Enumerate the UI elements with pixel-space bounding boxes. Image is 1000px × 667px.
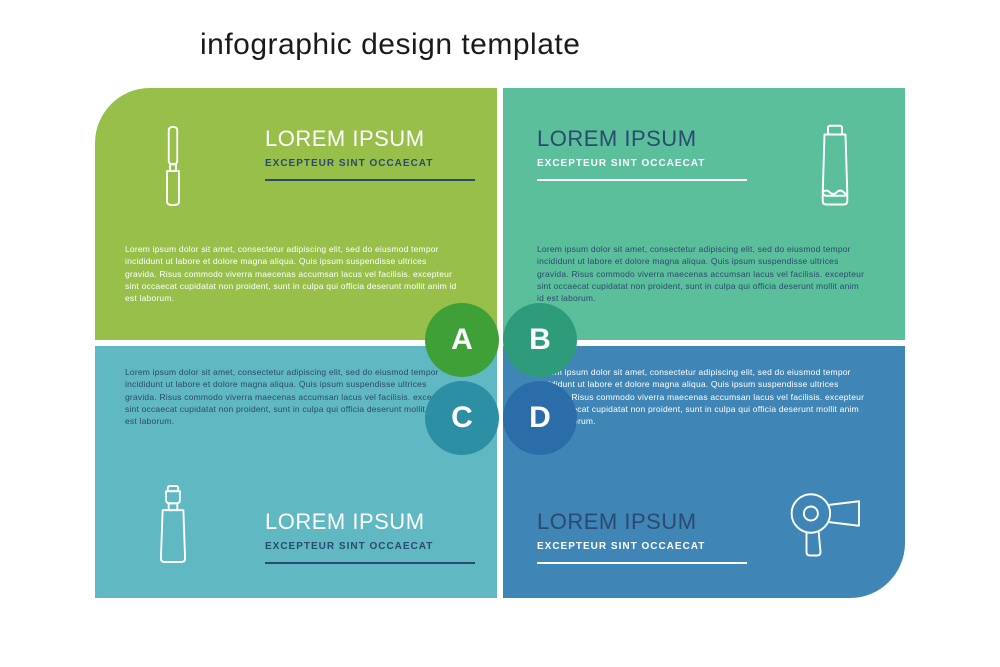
- panel-c-body: Lorem ipsum dolor sit amet, consectetur …: [125, 366, 457, 428]
- panel-c: LOREM IPSUM EXCEPTEUR SINT OCCAECAT Lore…: [95, 346, 497, 598]
- panel-b-body: Lorem ipsum dolor sit amet, consectetur …: [537, 243, 865, 305]
- panel-b-heading: LOREM IPSUM: [537, 126, 747, 152]
- stage: infographic design template LOREM IPSUM …: [0, 0, 1000, 667]
- panel-a-heading: LOREM IPSUM: [265, 126, 475, 152]
- panel-c-rule: [265, 562, 475, 564]
- panel-grid: LOREM IPSUM EXCEPTEUR SINT OCCAECAT Lore…: [95, 88, 905, 598]
- panel-a-head: LOREM IPSUM EXCEPTEUR SINT OCCAECAT: [265, 126, 475, 181]
- badge-d: D: [503, 381, 577, 455]
- badge-c: C: [425, 381, 499, 455]
- panel-c-sub: EXCEPTEUR SINT OCCAECAT: [265, 541, 475, 552]
- badge-b: B: [503, 303, 577, 377]
- panel-b-head: LOREM IPSUM EXCEPTEUR SINT OCCAECAT: [537, 126, 747, 181]
- panel-d-rule: [537, 562, 747, 564]
- panel-b-rule: [537, 179, 747, 181]
- panel-c-head: LOREM IPSUM EXCEPTEUR SINT OCCAECAT: [265, 509, 475, 564]
- panel-a: LOREM IPSUM EXCEPTEUR SINT OCCAECAT Lore…: [95, 88, 497, 340]
- panel-a-rule: [265, 179, 475, 181]
- panel-d-heading: LOREM IPSUM: [537, 509, 747, 535]
- panel-d: LOREM IPSUM EXCEPTEUR SINT OCCAECAT Lore…: [503, 346, 905, 598]
- mascara-icon: [133, 116, 213, 216]
- panel-d-body: Lorem ipsum dolor sit amet, consectetur …: [537, 366, 865, 428]
- panel-b: LOREM IPSUM EXCEPTEUR SINT OCCAECAT Lore…: [503, 88, 905, 340]
- spray-bottle-icon: [133, 474, 213, 574]
- panel-a-body: Lorem ipsum dolor sit amet, consectetur …: [125, 243, 457, 305]
- tube-icon: [795, 116, 875, 216]
- hairdryer-icon: [779, 474, 869, 574]
- panel-d-head: LOREM IPSUM EXCEPTEUR SINT OCCAECAT: [537, 509, 747, 564]
- panel-a-sub: EXCEPTEUR SINT OCCAECAT: [265, 158, 475, 169]
- page-title: infographic design template: [200, 28, 580, 62]
- panel-b-sub: EXCEPTEUR SINT OCCAECAT: [537, 158, 747, 169]
- panel-d-sub: EXCEPTEUR SINT OCCAECAT: [537, 541, 747, 552]
- panel-c-heading: LOREM IPSUM: [265, 509, 475, 535]
- badge-a: A: [425, 303, 499, 377]
